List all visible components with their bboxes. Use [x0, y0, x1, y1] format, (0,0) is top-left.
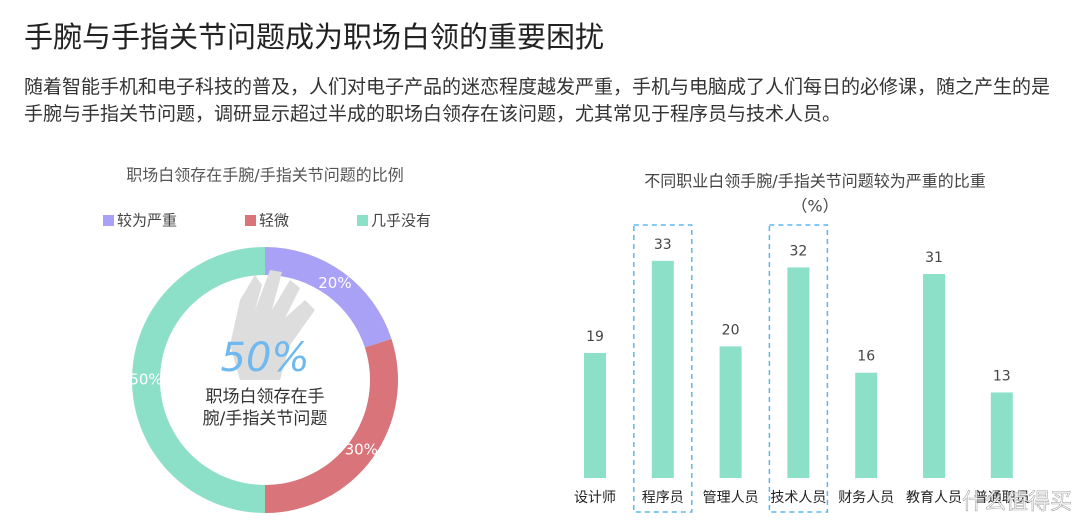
x-tick-label: 程序员: [642, 490, 684, 506]
bar: [787, 267, 810, 478]
value-label: 32: [789, 243, 807, 259]
bar: [855, 372, 878, 478]
chart-subtitle: （%）: [791, 197, 838, 216]
donut-segment: [132, 247, 265, 513]
bar: [990, 392, 1013, 478]
x-tick-label: 技术人员: [770, 490, 826, 506]
bar: [584, 352, 606, 478]
intro-text: 随着智能手机和电子科技的普及，人们对电子产品的迷恋程度越发严重，手机与电脑成了人…: [24, 76, 1051, 125]
value-label: 20%: [318, 274, 351, 292]
value-label: 20: [722, 322, 740, 338]
legend-label: 几乎没有: [371, 212, 431, 230]
donut-segment: [265, 338, 398, 513]
value-label: 31: [925, 250, 943, 266]
legend-swatch: [245, 215, 256, 226]
legend-swatch: [357, 215, 368, 226]
center-text: 职场白领存在手腕/手指关节问题: [202, 387, 328, 429]
bar: [651, 260, 674, 478]
value-label: 30%: [345, 440, 378, 458]
watermark: 什么值得买: [962, 490, 1072, 515]
donut-segment: [265, 247, 392, 348]
legend-swatch: [103, 215, 114, 226]
center-value: 50%: [221, 335, 310, 381]
value-label: 16: [857, 349, 875, 365]
bar: [923, 274, 945, 478]
highlight-box: [768, 224, 829, 513]
chart-title: 不同职业白领手腕/手指关节问题较为严重的比重: [644, 172, 985, 191]
value-label: 19: [586, 329, 604, 345]
x-tick-label: 普通职员: [974, 490, 1030, 506]
legend-label: 轻微: [259, 212, 289, 230]
value-label: 50%: [129, 371, 162, 389]
x-tick-label: 设计师: [574, 490, 616, 506]
highlight-box: [633, 224, 693, 513]
bar: [719, 346, 742, 478]
value-label: 33: [654, 237, 672, 253]
x-tick-label: 财务人员: [838, 490, 894, 506]
legend-label: 较为严重: [117, 212, 177, 230]
x-tick-label: 管理人员: [703, 490, 759, 506]
x-tick-label: 教育人员: [906, 490, 962, 506]
chart-title: 职场白领存在手腕/手指关节问题的比例: [126, 166, 403, 185]
value-label: 13: [993, 368, 1011, 384]
page-title: 手腕与手指关节问题成为职场白领的重要困扰: [24, 20, 605, 54]
hand-icon: [230, 270, 315, 380]
